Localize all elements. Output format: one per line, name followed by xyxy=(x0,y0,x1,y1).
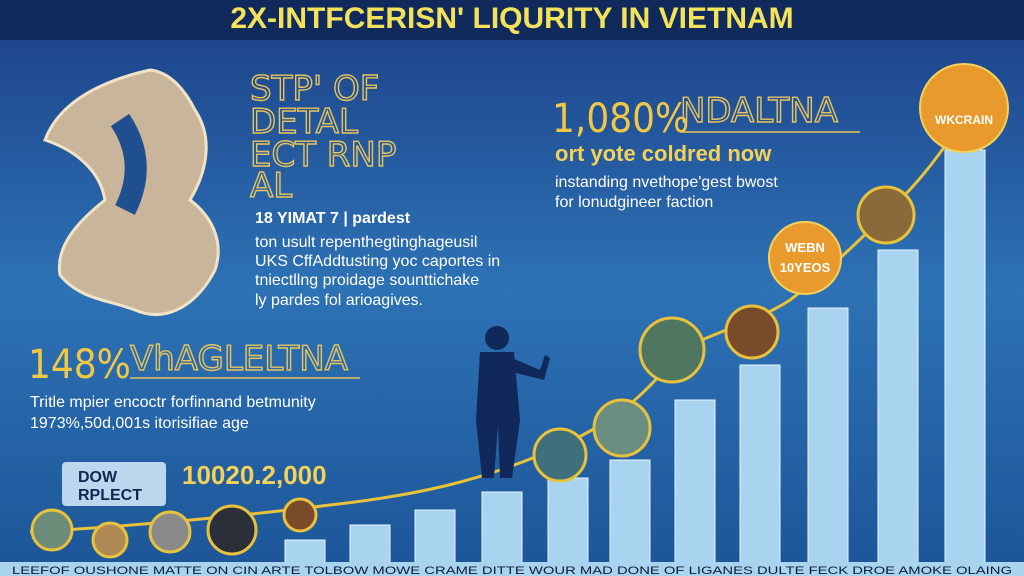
footer-band xyxy=(0,562,1024,576)
bar xyxy=(739,364,781,576)
stat-figure: 1,080% xyxy=(552,96,689,142)
stat-line: instanding nvethope'gest bwost xyxy=(555,174,778,191)
badge xyxy=(768,221,842,295)
stat-label: VhAGLELTNA xyxy=(130,339,348,379)
bar xyxy=(547,477,589,576)
worker xyxy=(476,326,550,478)
bar xyxy=(877,249,919,576)
paragraph-line: tniectllng proidage sounttichake xyxy=(255,272,479,289)
coins xyxy=(30,185,916,559)
mid-figure: 10020.2,000 xyxy=(182,460,327,490)
subheading: 18 YIMAT 7 | pardest xyxy=(255,210,411,227)
stat-subheading: ort yote coldred now xyxy=(555,141,772,166)
heading-line: ECT RNP xyxy=(250,135,396,175)
bar xyxy=(674,399,716,576)
map-river xyxy=(110,113,147,215)
heading-line: STP' OF xyxy=(250,69,379,109)
logo-text: RPLECT xyxy=(78,487,142,504)
left-heading: STP' OF DETAL ECT RNP AL xyxy=(249,68,397,206)
footer-text: LEEFOF OUSHONE MATTE ON CIN ARTE TOLBOW … xyxy=(12,565,1012,576)
heading-line: AL xyxy=(250,166,292,206)
stat-line: 1973%,50d,001s itorisifiae age xyxy=(30,415,249,432)
paragraph-line: ly pardes fol arioagives. xyxy=(255,292,423,309)
logo-box xyxy=(62,462,166,506)
stat-figure: 148% xyxy=(28,342,131,388)
badge-text: 10YEOS xyxy=(780,260,831,275)
stat-line: for lonudgineer faction xyxy=(555,194,713,211)
bar xyxy=(609,459,651,576)
paragraph-line: ton usult repenthegtinghageusil xyxy=(255,234,477,251)
heading-line: DETAL xyxy=(250,102,358,142)
title-band xyxy=(0,0,1024,40)
stat-label: NDALTNA xyxy=(680,91,838,131)
title: 2X-INTFCERISN' LIQURITY IN VIETNAM xyxy=(230,2,793,35)
logo-text: DOW xyxy=(78,469,118,486)
bars xyxy=(284,149,986,576)
bar xyxy=(944,149,986,576)
badge xyxy=(919,63,1009,153)
paragraph-line: UKS CffAddtusting yoc caportes in xyxy=(255,253,500,270)
bar xyxy=(807,307,849,576)
badge-text: WEBN xyxy=(785,240,825,255)
badge-text: WKCRAIN xyxy=(935,113,993,127)
stat-line: Tritle mpier encoctr forfinnand betmunit… xyxy=(30,394,316,411)
